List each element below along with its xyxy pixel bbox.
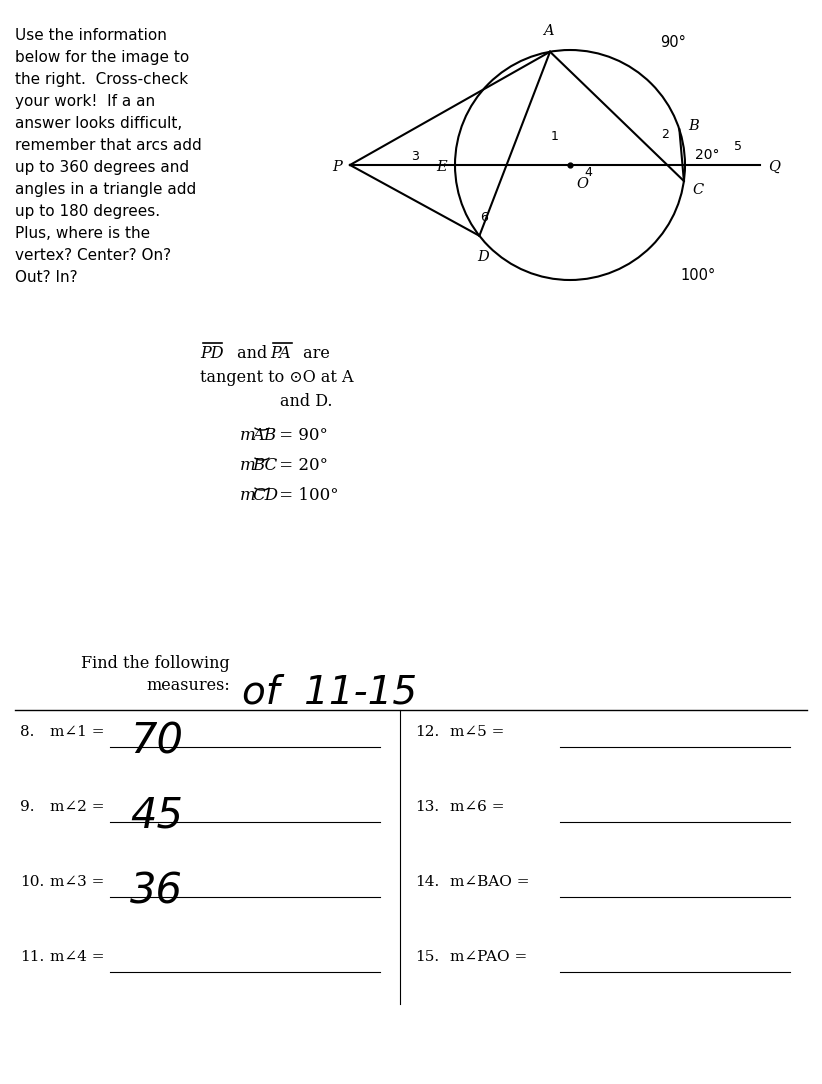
Text: the right.  Cross-check: the right. Cross-check: [15, 72, 188, 87]
Text: 5: 5: [734, 141, 742, 154]
Text: 13.: 13.: [415, 800, 439, 814]
Text: 8.: 8.: [20, 725, 35, 739]
Text: up to 360 degrees and: up to 360 degrees and: [15, 160, 189, 175]
Text: of  11-15: of 11-15: [242, 673, 417, 711]
Text: D: D: [478, 249, 489, 263]
Text: = 20°: = 20°: [274, 457, 328, 474]
Text: PA: PA: [270, 345, 291, 362]
Text: 9.: 9.: [20, 800, 35, 814]
Text: 100°: 100°: [680, 268, 715, 283]
Text: 2: 2: [662, 128, 669, 141]
Text: m∠PAO =: m∠PAO =: [450, 950, 527, 964]
Text: m: m: [240, 487, 256, 504]
Text: O: O: [576, 177, 588, 191]
Text: m∠6 =: m∠6 =: [450, 800, 505, 814]
Text: Find the following: Find the following: [81, 655, 230, 672]
Text: 12.: 12.: [415, 725, 439, 739]
Text: m∠3 =: m∠3 =: [50, 875, 104, 889]
Text: below for the image to: below for the image to: [15, 50, 189, 65]
Text: and D.: and D.: [280, 393, 333, 410]
Text: B: B: [688, 119, 700, 133]
Text: and: and: [232, 345, 272, 362]
Text: remember that arcs add: remember that arcs add: [15, 138, 201, 153]
Text: C: C: [693, 183, 704, 197]
Text: AB: AB: [252, 427, 276, 444]
Text: vertex? Center? On?: vertex? Center? On?: [15, 248, 171, 263]
Text: 15.: 15.: [415, 950, 439, 964]
Text: 14.: 14.: [415, 875, 439, 889]
Text: answer looks difficult,: answer looks difficult,: [15, 116, 182, 131]
Text: measures:: measures:: [146, 678, 230, 694]
Text: P: P: [332, 160, 342, 175]
Text: are: are: [298, 345, 330, 362]
Text: your work!  If a an: your work! If a an: [15, 94, 155, 109]
Text: 70: 70: [130, 720, 183, 762]
Text: 36: 36: [130, 870, 183, 912]
Text: 10.: 10.: [20, 875, 44, 889]
Text: up to 180 degrees.: up to 180 degrees.: [15, 204, 160, 219]
Text: tangent to ⊙O at A: tangent to ⊙O at A: [200, 369, 353, 386]
Text: m∠4 =: m∠4 =: [50, 950, 104, 964]
Text: m∠2 =: m∠2 =: [50, 800, 104, 814]
Text: m: m: [240, 457, 256, 474]
Text: 11.: 11.: [20, 950, 44, 964]
Text: Plus, where is the: Plus, where is the: [15, 225, 150, 241]
Text: Q: Q: [768, 160, 780, 175]
Text: m∠BAO =: m∠BAO =: [450, 875, 529, 889]
Text: 1: 1: [551, 130, 559, 143]
Text: Use the information: Use the information: [15, 28, 167, 43]
Text: m∠5 =: m∠5 =: [450, 725, 505, 739]
Text: = 100°: = 100°: [274, 487, 339, 504]
Text: 3: 3: [411, 151, 419, 164]
Text: A: A: [543, 24, 553, 38]
Text: PD: PD: [200, 345, 224, 362]
Text: angles in a triangle add: angles in a triangle add: [15, 182, 196, 197]
Text: m∠1 =: m∠1 =: [50, 725, 104, 739]
Text: 20°: 20°: [695, 149, 719, 162]
Text: E: E: [436, 160, 447, 175]
Text: BC: BC: [252, 457, 277, 474]
Text: 45: 45: [130, 795, 183, 837]
Text: 6: 6: [480, 211, 488, 224]
Text: = 90°: = 90°: [274, 427, 328, 444]
Text: 90°: 90°: [660, 35, 686, 50]
Text: m: m: [240, 427, 256, 444]
Text: Out? In?: Out? In?: [15, 270, 77, 285]
Text: CD: CD: [252, 487, 278, 504]
Text: 4: 4: [584, 167, 592, 180]
